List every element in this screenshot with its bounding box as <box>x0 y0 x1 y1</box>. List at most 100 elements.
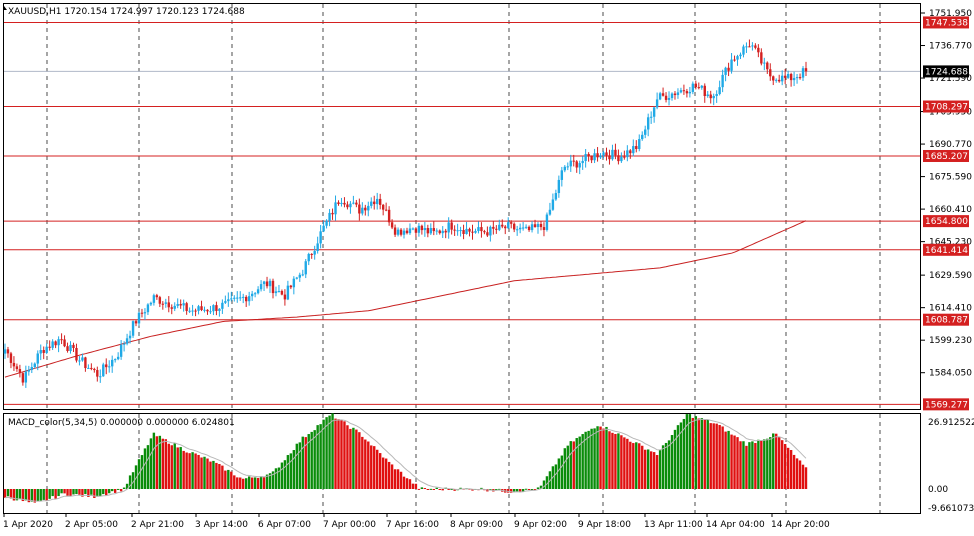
candle-body <box>626 150 629 158</box>
macd-bar <box>307 434 310 489</box>
candle-body <box>489 226 492 236</box>
candle-body <box>12 362 16 367</box>
macd-bar <box>724 431 727 489</box>
macd-bar <box>733 435 736 489</box>
candle-body <box>641 134 644 140</box>
candle-body <box>477 227 480 231</box>
candle-body <box>301 274 304 276</box>
macd-bar <box>727 430 730 489</box>
candle-body <box>679 90 683 93</box>
candle-body <box>206 309 209 312</box>
macd-bar <box>685 414 689 489</box>
candle-body <box>638 139 641 149</box>
candle-body <box>378 198 382 205</box>
main-plot-frame <box>3 3 921 410</box>
level-tag <box>923 313 969 326</box>
candle-body <box>277 290 281 292</box>
candle-body <box>328 212 331 221</box>
macd-bar <box>3 489 7 498</box>
level-tag <box>923 149 969 162</box>
candle-body <box>27 369 31 372</box>
macd-bar <box>188 453 191 489</box>
candle-body <box>772 76 775 81</box>
candle-body <box>51 341 54 348</box>
macd-bar <box>230 471 233 489</box>
candle-body <box>102 364 105 377</box>
macd-bar <box>78 489 81 495</box>
candle-body <box>623 156 626 158</box>
candle-body <box>209 311 212 313</box>
macd-bar <box>93 489 96 498</box>
candle-body <box>310 253 313 255</box>
candle-body <box>185 303 188 311</box>
candle-body <box>518 227 522 230</box>
macd-bar <box>173 443 176 489</box>
macd-bar <box>158 435 162 489</box>
macd-bar <box>72 489 75 495</box>
candle-body <box>414 228 418 233</box>
candle-body <box>227 299 230 302</box>
time-label: 1 Apr 2020 <box>3 520 53 530</box>
macd-bar <box>623 437 626 489</box>
macd-bar <box>515 489 519 492</box>
macd-bar <box>646 449 650 489</box>
candle-body <box>474 230 477 233</box>
candle-body <box>495 228 498 230</box>
candle-body <box>670 93 674 99</box>
macd-bar <box>587 430 590 489</box>
macd-bar <box>206 458 209 489</box>
candle-body <box>242 296 245 298</box>
candle-body <box>718 87 721 95</box>
candle-body <box>435 230 438 232</box>
time-label: 7 Apr 00:00 <box>323 520 376 530</box>
price-label: 1614.410 <box>929 304 972 314</box>
macd-bar <box>227 469 230 489</box>
candle-body <box>778 79 781 82</box>
candle-body <box>405 230 409 234</box>
candle-body <box>673 93 677 96</box>
macd-bar <box>626 438 629 489</box>
candle-body <box>542 227 546 230</box>
macd-bar <box>688 414 692 489</box>
candle-body <box>352 202 355 204</box>
candle-body <box>468 228 471 232</box>
macd-bar <box>54 489 57 499</box>
candle-body <box>69 344 72 351</box>
macd-bar <box>33 489 36 503</box>
candle-body <box>334 202 337 215</box>
price-label: 1705.950 <box>929 108 972 118</box>
candle-body <box>676 92 680 96</box>
candle-body <box>355 202 358 205</box>
macd-bar <box>358 432 361 489</box>
macd-bar <box>224 470 227 489</box>
candle-body <box>215 305 218 311</box>
candle-body <box>72 344 75 348</box>
candle-body <box>593 153 596 161</box>
macd-bar <box>343 421 346 489</box>
candle-body <box>340 202 343 204</box>
candle-body <box>221 302 224 309</box>
candle-body <box>766 62 769 70</box>
candle-body <box>792 78 796 81</box>
time-label: 14 Apr 20:00 <box>771 520 830 530</box>
macd-bar <box>742 441 745 489</box>
macd-bar <box>420 487 424 489</box>
candle-body <box>694 83 698 88</box>
candle-body <box>304 261 307 275</box>
macd-bar <box>447 489 450 490</box>
candle-body <box>730 59 733 71</box>
macd-bar <box>233 475 236 489</box>
macd-bar <box>518 489 522 493</box>
macd-bar <box>438 488 441 490</box>
macd-bar <box>745 445 748 489</box>
macd-bar <box>9 489 13 499</box>
candle-body <box>253 293 257 295</box>
candle-body <box>239 297 242 299</box>
candle-body <box>721 74 724 88</box>
candle-body <box>769 69 772 77</box>
macd-bar <box>414 483 418 489</box>
macd-bar <box>295 443 299 489</box>
candle-body <box>450 222 453 230</box>
